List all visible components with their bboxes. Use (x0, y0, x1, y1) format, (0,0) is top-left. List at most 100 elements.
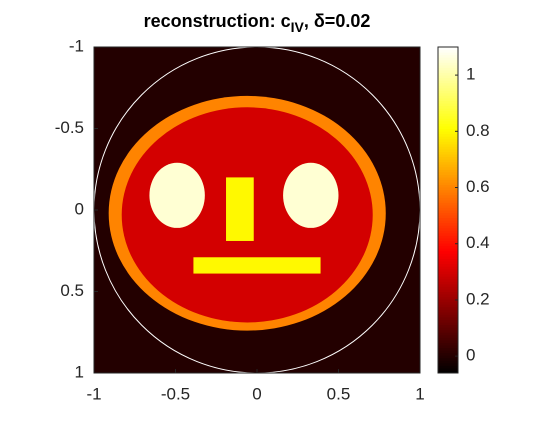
colorbar-step (438, 243, 458, 247)
colorbar-step (438, 230, 458, 234)
colorbar-step (438, 136, 458, 140)
colorbar-step (438, 105, 458, 109)
colorbar-step (438, 90, 458, 94)
colorbar-step (438, 87, 458, 91)
colorbar-step (438, 113, 458, 117)
colorbar-step (438, 156, 458, 160)
colorbar-step (438, 197, 458, 201)
colorbar-step (438, 347, 458, 351)
colorbar-step (438, 141, 458, 145)
colorbar-step (438, 120, 458, 124)
colorbar-step (438, 57, 458, 61)
colorbar-step (438, 108, 458, 112)
colorbar-step (438, 215, 458, 219)
colorbar-step (438, 306, 458, 310)
colorbar-step (438, 199, 458, 203)
colorbar-step (438, 97, 458, 101)
colorbar-step (438, 64, 458, 68)
colorbar-step (438, 327, 458, 331)
colorbar-step (438, 166, 458, 170)
colorbar-step (438, 248, 458, 252)
colorbar-step (438, 123, 458, 127)
colorbar-step (438, 255, 458, 259)
colorbar-step (438, 301, 458, 305)
colorbar-step (438, 332, 458, 336)
colorbar-step (438, 164, 458, 168)
colorbar-step (438, 103, 458, 107)
colorbar-step (438, 266, 458, 270)
colorbar-step (438, 362, 458, 366)
title-text: reconstruction: c (144, 11, 291, 31)
colorbar-step (438, 220, 458, 224)
colorbar-step (438, 161, 458, 165)
colorbar-step (438, 222, 458, 226)
colorbar-step (438, 67, 458, 71)
colorbar-step (438, 334, 458, 338)
colorbar-step (438, 217, 458, 221)
region (193, 257, 321, 274)
colorbar-step (438, 100, 458, 104)
colorbar-step (438, 95, 458, 99)
colorbar-step (438, 288, 458, 292)
colorbar-step (438, 370, 458, 374)
colorbar-step (438, 240, 458, 244)
title-subscript: IV (291, 19, 305, 35)
colorbar-step (438, 294, 458, 298)
colorbar-step (438, 227, 458, 231)
colorbar-step (438, 72, 458, 76)
colorbar-step (438, 151, 458, 155)
colorbar-step (438, 204, 458, 208)
y-tick-label: -1 (69, 36, 84, 55)
colorbar-step (438, 69, 458, 73)
colorbar-tick-label: 0.4 (466, 233, 490, 252)
colorbar-step (438, 337, 458, 341)
colorbar-tick-label: 1 (466, 65, 475, 84)
colorbar-step (438, 304, 458, 308)
colorbar-step (438, 322, 458, 326)
region (283, 162, 339, 228)
x-tick-label: -1 (86, 384, 101, 403)
y-tick-label: 0 (75, 199, 84, 218)
colorbar-step (438, 212, 458, 216)
colorbar-step (438, 176, 458, 180)
colorbar-step (438, 52, 458, 56)
colorbar-step (438, 207, 458, 211)
colorbar-step (438, 314, 458, 318)
colorbar-step (438, 194, 458, 198)
colorbar-step (438, 187, 458, 191)
colorbar-step (438, 131, 458, 135)
region (226, 177, 254, 241)
colorbar-step (438, 54, 458, 58)
colorbar-step (438, 169, 458, 173)
x-tick-label: 0.5 (327, 384, 351, 403)
colorbar-step (438, 159, 458, 163)
colorbar-step (438, 291, 458, 295)
colorbar-step (438, 238, 458, 242)
x-tick-label: -0.5 (161, 384, 190, 403)
colorbar-step (438, 82, 458, 86)
colorbar-step (438, 316, 458, 321)
x-tick-label: 0 (252, 384, 261, 403)
colorbar-step (438, 250, 458, 254)
image-area (94, 47, 420, 373)
colorbar-step (438, 192, 458, 196)
colorbar-step (438, 344, 458, 349)
colorbar-step (438, 189, 458, 193)
colorbar-step (438, 271, 458, 275)
colorbar-step (438, 184, 458, 188)
colorbar-step (438, 128, 458, 132)
colorbar-step (438, 235, 458, 239)
colorbar-step (438, 92, 458, 96)
y-tick-label: -0.5 (55, 118, 84, 137)
colorbar-step (438, 125, 458, 129)
colorbar-step (438, 85, 458, 89)
colorbar-step (438, 324, 458, 328)
colorbar-step (438, 59, 458, 63)
colorbar-step (438, 278, 458, 282)
colorbar-step (438, 181, 458, 186)
colorbar-step (438, 258, 458, 262)
colorbar-step (438, 174, 458, 178)
colorbar-step (438, 210, 458, 214)
x-tick-label: 1 (415, 384, 424, 403)
colorbar-step (438, 253, 458, 257)
